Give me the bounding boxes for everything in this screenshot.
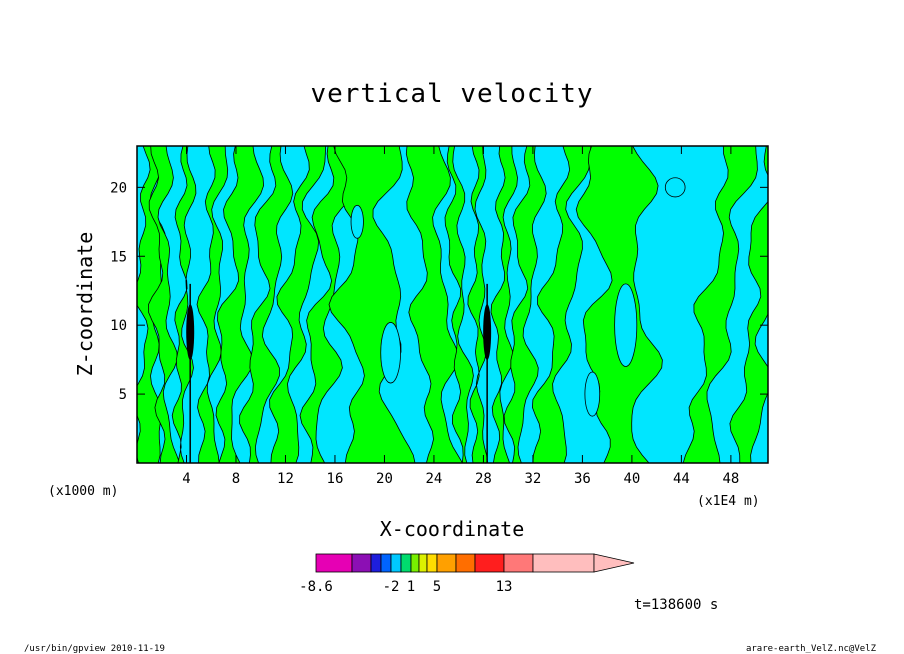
y-axis-label: Z-coordinate [73, 232, 97, 377]
negative-velocity-pocket [584, 371, 601, 417]
negative-velocity-pocket [614, 283, 638, 367]
footer-right: arare-earth_VelZ.nc@VelZ [746, 644, 877, 654]
colorbar-segment [474, 553, 505, 573]
colorbar-segment [390, 553, 402, 573]
x-tick-label: 4 [182, 471, 190, 487]
colorbar-label: 13 [496, 579, 513, 595]
colorbar-label: -8.6 [299, 579, 333, 595]
positive-velocity-band [467, 146, 489, 463]
plot-frame [136, 145, 769, 464]
y-tick-label: 20 [110, 180, 127, 196]
x-tick-label: 40 [623, 471, 640, 487]
x-unit-right: (x1E4 m) [697, 494, 760, 509]
colorbar-segment [351, 553, 372, 573]
colorbar-segment [418, 553, 428, 573]
colorbar [315, 553, 635, 573]
colorbar-segment [380, 553, 392, 573]
footer-left: /usr/bin/gpview 2010-11-19 [24, 644, 165, 654]
x-tick-label: 20 [376, 471, 393, 487]
colorbar-labels: -8.6 -2 1 5 13 [299, 579, 512, 595]
x-axis-label: X-coordinate [380, 517, 525, 541]
positive-velocity-band [269, 146, 327, 463]
colorbar-segment [315, 553, 353, 573]
colorbar-segment [455, 553, 476, 573]
x-tick-label: 32 [524, 471, 541, 487]
negative-velocity-pocket [380, 322, 401, 384]
negative-velocity-pocket [350, 204, 364, 239]
positive-velocity-band [682, 146, 758, 463]
colorbar-label: 1 [407, 579, 415, 595]
time-label: t=138600 s [634, 597, 718, 613]
colorbar-segment [436, 553, 457, 573]
negative-velocity-pocket [664, 177, 686, 198]
x-tick-label: 16 [327, 471, 344, 487]
velocity-field [137, 146, 768, 463]
y-axis: 5 10 15 20 [110, 180, 768, 403]
x-tick-label: 8 [232, 471, 240, 487]
x-axis: 4 8 12 16 20 24 28 32 36 40 44 48 [182, 146, 739, 487]
colorbar-segment [532, 553, 595, 573]
positive-velocity-band [729, 146, 768, 463]
positive-velocity-band [196, 146, 229, 463]
x-tick-label: 24 [426, 471, 443, 487]
x-tick-label: 44 [673, 471, 690, 487]
colorbar-extend-arrow [593, 553, 635, 573]
plot-area [136, 145, 769, 464]
positive-velocity-band [503, 146, 547, 463]
positive-velocity-band [444, 146, 474, 463]
positive-velocity-band [239, 146, 294, 463]
y-tick-label: 5 [119, 387, 127, 403]
x-tick-label: 48 [722, 471, 739, 487]
chart-title: vertical velocity [310, 79, 593, 109]
x-tick-label: 36 [574, 471, 591, 487]
x-tick-label: 12 [277, 471, 294, 487]
colorbar-segment [503, 553, 534, 573]
colorbar-segment [410, 553, 420, 573]
y-tick-label: 15 [110, 249, 127, 265]
positive-velocity-band [171, 146, 197, 463]
y-tick-label: 10 [110, 318, 127, 334]
colorbar-label: -2 [383, 579, 400, 595]
colorbar-segment [400, 553, 412, 573]
colorbar-label: 5 [433, 579, 441, 595]
colorbar-segment [426, 553, 438, 573]
positive-velocity-band [299, 146, 356, 463]
positive-velocity-band [531, 146, 592, 463]
colorbar-segment [370, 553, 382, 573]
x-tick-label: 28 [475, 471, 492, 487]
x-unit-left: (x1000 m) [48, 484, 118, 499]
